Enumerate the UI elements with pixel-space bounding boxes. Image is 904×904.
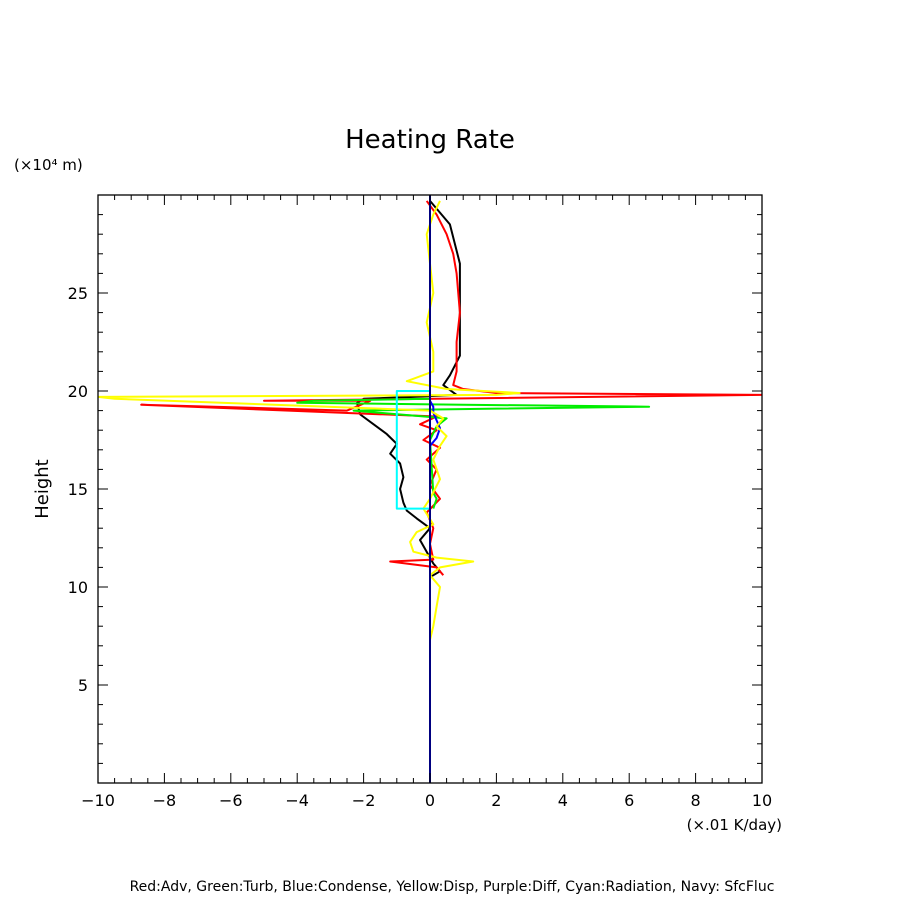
x-tick-label: −10 [81, 791, 115, 810]
x-tick-label: 2 [491, 791, 501, 810]
chart-title: Heating Rate [345, 125, 515, 155]
x-tick-label: 0 [425, 791, 435, 810]
legend-text: Red:Adv, Green:Turb, Blue:Condense, Yell… [130, 879, 775, 895]
series-line-1 [140, 200, 762, 576]
x-axis-unit: (×.01 K/day) [687, 816, 782, 834]
series-line-3 [429, 400, 441, 447]
x-tick-label: 6 [624, 791, 634, 810]
x-tick-label: 10 [752, 791, 772, 810]
y-axis-label: Height [32, 459, 53, 519]
x-tick-label: −6 [219, 791, 243, 810]
axes-layer: −10 −8 −6 −4 −2 0 2 4 6 8 10 5 10 15 20 25 [68, 194, 772, 810]
y-tick-label: 20 [68, 382, 88, 401]
x-tick-label: −4 [285, 791, 309, 810]
x-tick-label: 4 [558, 791, 568, 810]
y-tick-label: 10 [68, 578, 88, 597]
y-tick-label: 15 [68, 480, 88, 499]
series-layer [98, 195, 762, 783]
y-tick-label: 5 [78, 676, 88, 695]
series-line-2 [296, 397, 651, 509]
x-tick-label: −2 [352, 791, 376, 810]
y-axis-unit: (×10⁴ m) [14, 156, 83, 174]
series-line-5 [395, 390, 430, 510]
x-tick-label: −8 [153, 791, 177, 810]
series-line-4 [98, 200, 521, 641]
y-tick-label: 25 [68, 284, 88, 303]
x-tick-label: 8 [691, 791, 701, 810]
